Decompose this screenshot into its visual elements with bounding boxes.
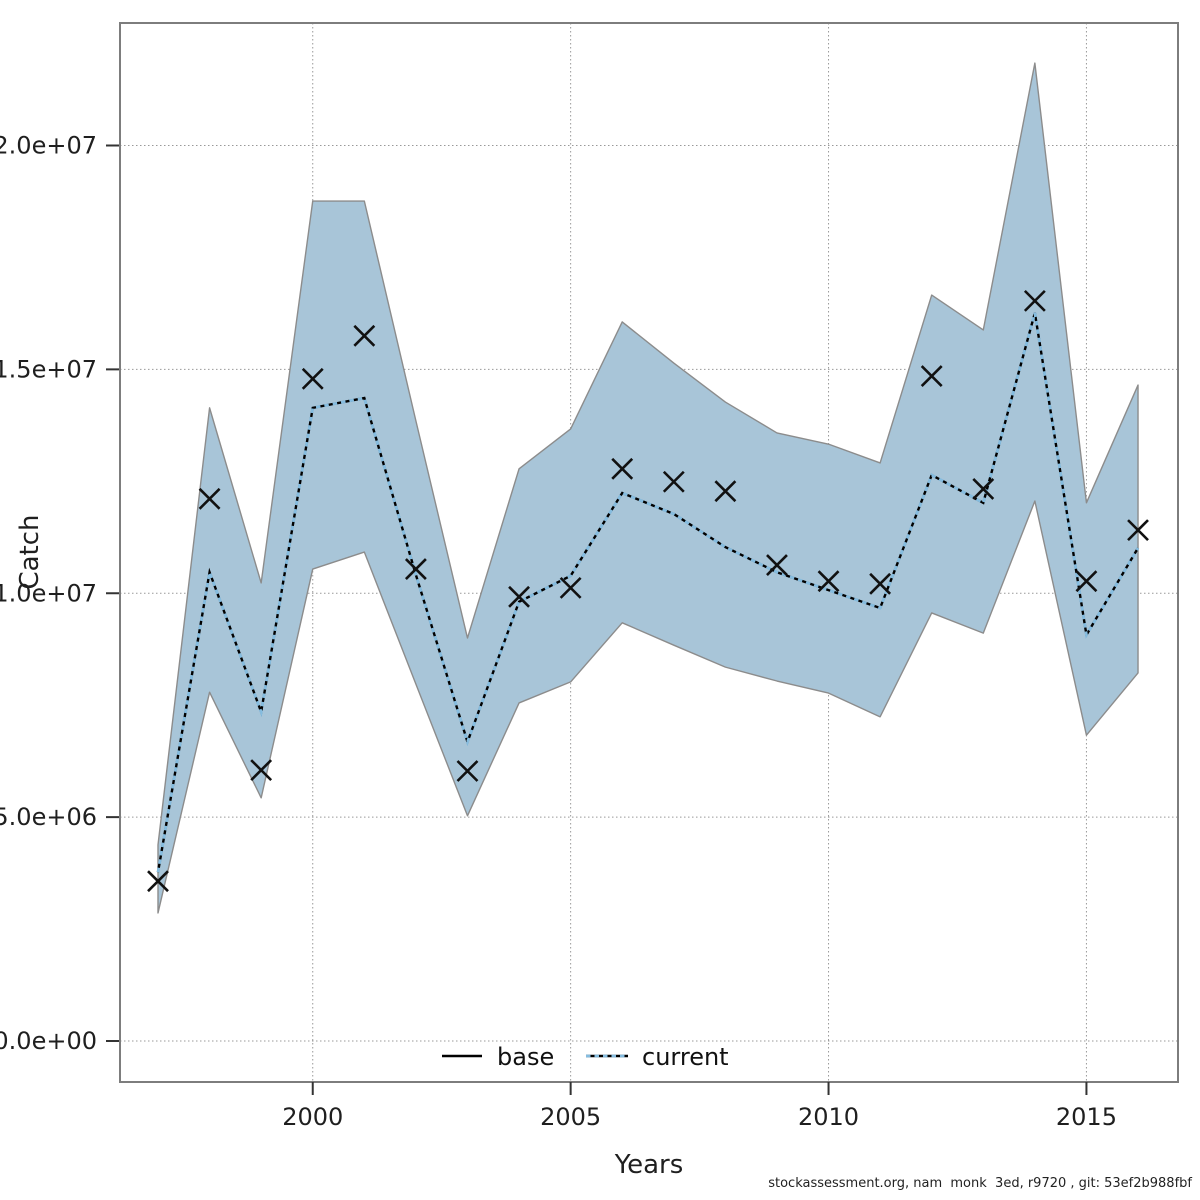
current-line (156, 312, 1140, 873)
observation-x-marker (611, 457, 634, 480)
y-tick-label: 1.5e+07 (0, 355, 97, 383)
observation-x-marker (301, 367, 324, 390)
x-tick-label: 2005 (540, 1103, 601, 1131)
y-axis-title: Catch (15, 514, 45, 589)
observation-x-marker (456, 760, 479, 782)
x-tick-label: 2010 (798, 1103, 859, 1131)
legend-current-label: current (642, 1043, 729, 1071)
observation-x-marker (1075, 570, 1098, 593)
legend-base-label: base (497, 1043, 554, 1071)
y-tick-label: 5.0e+06 (0, 803, 97, 831)
confidence-band (157, 62, 1139, 914)
observation-x-marker (662, 470, 685, 493)
observation-x-marker (353, 324, 376, 347)
observation-x-marker (559, 576, 582, 599)
observation-x-marker (1023, 289, 1046, 312)
observation-x-marker (817, 570, 840, 593)
plot-frame (119, 22, 1179, 1083)
x-axis-ticks: 2000 2005 2010 2015 (282, 1082, 1117, 1131)
confidence-band-polygon (157, 62, 1139, 914)
observation-x-marker (869, 572, 892, 595)
footer-text: stockassessment.org, nam monk 3ed, r9720… (768, 1176, 1192, 1191)
observation-x-marker (766, 554, 788, 576)
x-axis-title: Years (614, 1150, 684, 1180)
observation-x-marker (250, 759, 273, 782)
y-tick-label: 0.0e+00 (0, 1027, 97, 1055)
y-tick-label: 1.0e+07 (0, 579, 97, 607)
observation-x-marker (972, 478, 995, 500)
observation-x-marker (508, 585, 530, 608)
observation-x-marker (714, 480, 737, 503)
x-tick-label: 2015 (1056, 1103, 1117, 1131)
x-tick-label: 2000 (282, 1103, 343, 1131)
observation-x-marker (920, 365, 943, 388)
observation-x-marker (198, 487, 221, 510)
observation-x-marker (147, 870, 169, 893)
observation-x-marker (1127, 519, 1149, 542)
y-tick-label: 2.0e+07 (0, 132, 97, 160)
y-axis-ticks: 0.0e+00 5.0e+06 1.0e+07 1.5e+07 2.0e+07 (0, 132, 119, 1055)
legend: base current (442, 1043, 729, 1071)
observation-x-marker (404, 558, 427, 580)
observation-markers (147, 289, 1149, 893)
